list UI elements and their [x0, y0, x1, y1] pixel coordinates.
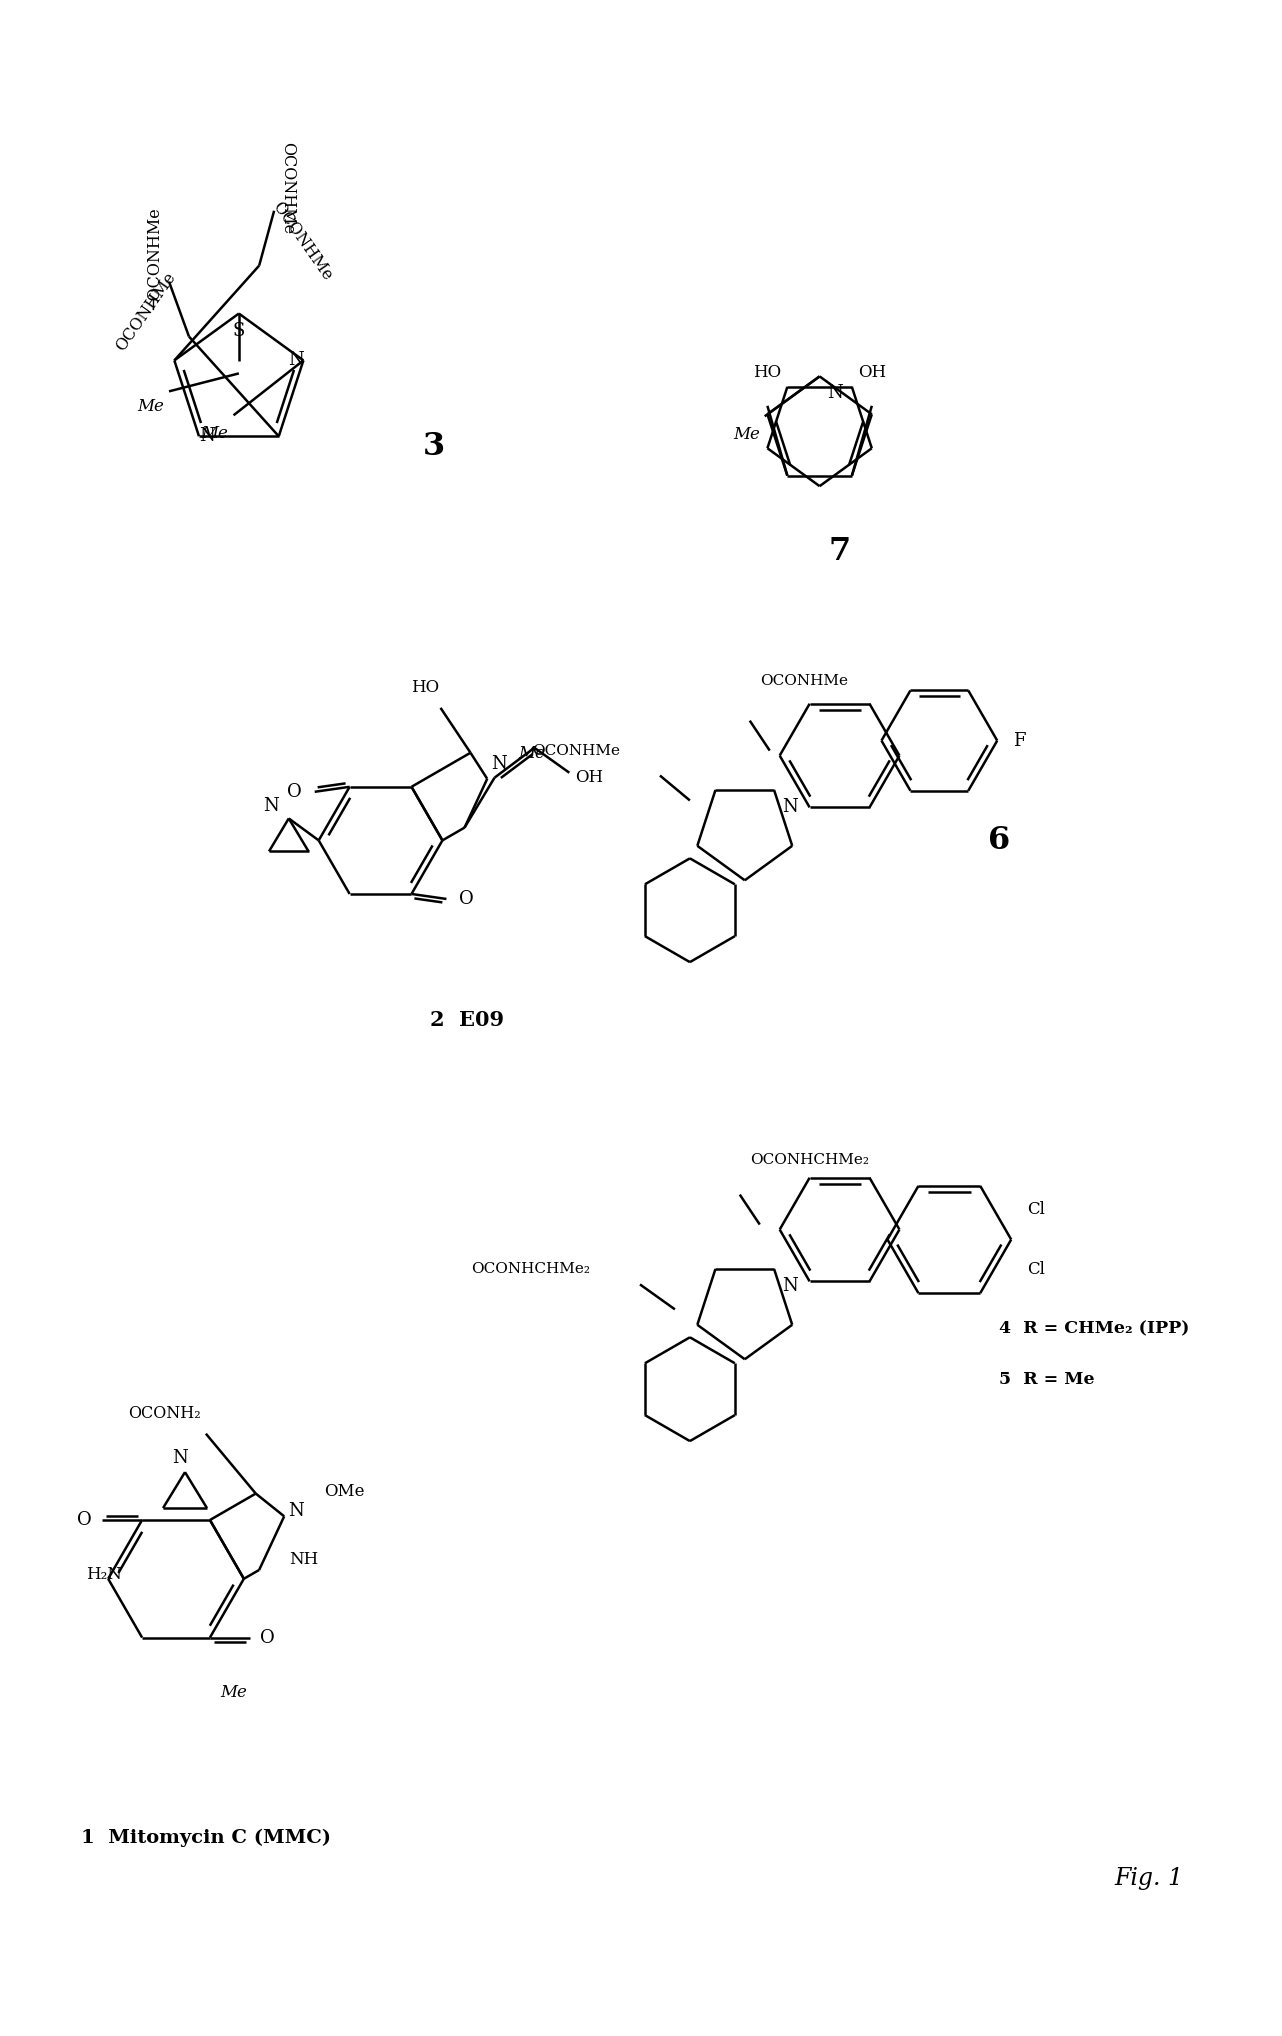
Text: N: N [172, 1450, 188, 1468]
Text: N: N [828, 385, 844, 403]
Text: 6: 6 [988, 825, 1010, 855]
Text: OCONHMe: OCONHMe [532, 743, 620, 757]
Text: OCONHCHMe₂: OCONHCHMe₂ [750, 1152, 869, 1167]
Text: OH: OH [576, 770, 604, 786]
Text: Me: Me [733, 426, 760, 442]
Text: N: N [288, 1503, 304, 1521]
Text: H₂N: H₂N [86, 1566, 122, 1584]
Text: Me: Me [137, 397, 164, 415]
Text: 5  R = Me: 5 R = Me [999, 1370, 1095, 1389]
Text: N: N [287, 352, 304, 369]
Text: OCONHCHMe₂: OCONHCHMe₂ [470, 1262, 590, 1277]
Text: N: N [199, 428, 215, 446]
Text: ─OCONHMe: ─OCONHMe [147, 208, 164, 309]
Text: O: O [459, 890, 474, 908]
Text: OCONHMe: OCONHMe [760, 674, 847, 688]
Text: 3: 3 [422, 432, 445, 462]
Text: O: O [77, 1511, 91, 1529]
Text: S: S [233, 322, 245, 340]
Text: 1  Mitomycin C (MMC): 1 Mitomycin C (MMC) [81, 1828, 331, 1847]
Text: F: F [1013, 731, 1026, 749]
Text: OCONHMe: OCONHMe [269, 197, 336, 283]
Text: N: N [263, 798, 278, 816]
Text: Me: Me [519, 745, 546, 761]
Text: OCONHMe: OCONHMe [113, 269, 179, 354]
Text: OH: OH [858, 364, 886, 381]
Text: 2  E09: 2 E09 [431, 1010, 505, 1030]
Text: HO: HO [754, 364, 782, 381]
Text: OMe: OMe [324, 1482, 364, 1501]
Text: Me: Me [201, 426, 228, 442]
Text: N: N [782, 1277, 797, 1295]
Text: Me: Me [221, 1684, 247, 1700]
Text: O: O [287, 782, 303, 800]
Text: HO: HO [412, 680, 440, 696]
Text: N: N [782, 798, 797, 816]
Text: 4  R = CHMe₂ (IPP): 4 R = CHMe₂ (IPP) [999, 1321, 1190, 1338]
Text: Fig. 1: Fig. 1 [1114, 1867, 1183, 1889]
Text: 7: 7 [828, 535, 851, 566]
Text: OCONH₂: OCONH₂ [128, 1405, 201, 1423]
Text: Cl: Cl [1027, 1260, 1045, 1279]
Text: Cl: Cl [1027, 1201, 1045, 1218]
Text: O: O [260, 1629, 276, 1647]
Text: N: N [491, 755, 508, 774]
Text: NH: NH [288, 1551, 318, 1568]
Text: OCONHMe: OCONHMe [279, 143, 296, 234]
